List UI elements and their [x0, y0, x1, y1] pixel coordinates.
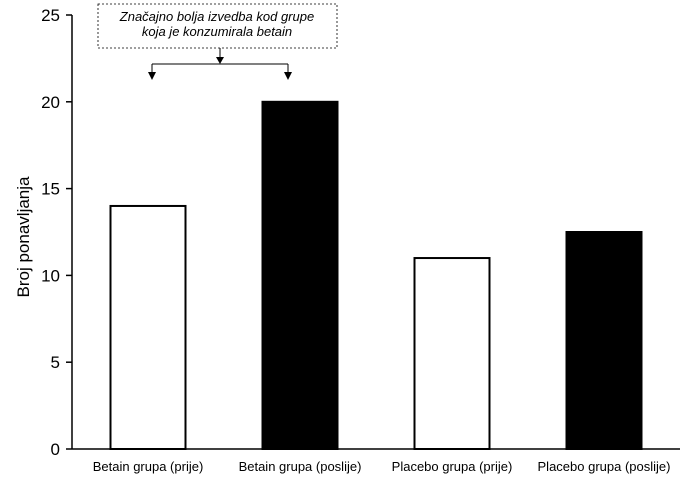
x-tick-label: Placebo grupa (prije) — [392, 459, 513, 474]
y-tick-label: 25 — [41, 6, 60, 25]
bar-4 — [565, 231, 643, 450]
bar-3 — [413, 257, 491, 451]
bar-1 — [109, 204, 187, 450]
annotation-line-2: koja je konzumirala betain — [142, 24, 292, 39]
annotation-bracket — [148, 48, 292, 80]
annotation-box — [97, 3, 338, 49]
y-ticks-group: 0 5 10 15 20 25 — [41, 6, 72, 459]
x-tick-label: Betain grupa (prije) — [93, 459, 204, 474]
x-tick-label: Betain grupa (poslije) — [239, 459, 362, 474]
bars-group — [109, 100, 643, 451]
y-axis-title: Broj ponavljanja — [14, 176, 33, 298]
bar-2 — [261, 100, 339, 451]
x-tick-label: Placebo grupa (poslije) — [538, 459, 671, 474]
y-tick-label: 5 — [51, 353, 60, 372]
y-tick-label: 0 — [51, 440, 60, 459]
annotation-callout: Značajno bolja izvedba kod grupe koja je… — [97, 3, 338, 80]
y-tick-label: 10 — [41, 266, 60, 285]
x-labels-group: Betain grupa (prije) Betain grupa (poslij… — [93, 459, 671, 474]
y-tick-label: 15 — [41, 180, 60, 199]
bracket-arrowhead-2 — [284, 72, 292, 80]
bracket-arrowhead-1 — [148, 72, 156, 80]
y-tick-label: 20 — [41, 93, 60, 112]
bracket-stem-arrowhead — [216, 57, 224, 64]
annotation-line-1: Značajno bolja izvedba kod grupe — [119, 9, 314, 24]
